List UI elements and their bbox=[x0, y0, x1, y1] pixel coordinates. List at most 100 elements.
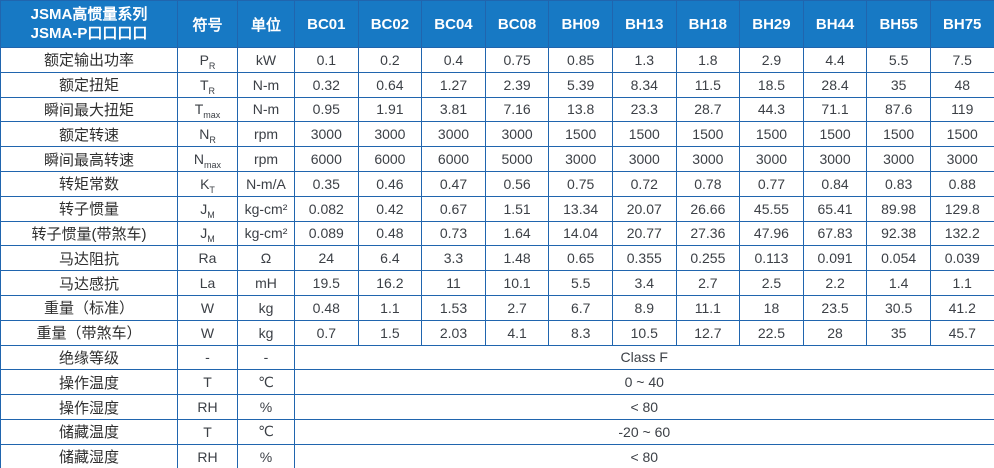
value-cell: 0.48 bbox=[294, 294, 359, 321]
row-label: 重量（标准） bbox=[0, 294, 178, 321]
col-header-model: BH18 bbox=[675, 0, 741, 48]
table-row: 马达阻抗 Ra Ω 24 6.4 3.3 1.48 0.65 0.355 0.255 0.113 0.… bbox=[0, 245, 994, 272]
symbol-main: W bbox=[200, 299, 215, 316]
row-unit: % bbox=[237, 394, 295, 420]
header-row: JSMA高惯量系列 JSMA-P口口口口 符号 单位 BC01 BC02 BC04 B… bbox=[0, 0, 994, 48]
table-title-line2: JSMA-P口口口口 bbox=[30, 25, 148, 42]
value-cell: 65.41 bbox=[802, 195, 868, 222]
value-cell: 4.4 bbox=[802, 47, 868, 73]
value-cell: 1500 bbox=[802, 121, 868, 148]
symbol-subscript: M bbox=[207, 234, 215, 245]
value-cell: 3000 bbox=[357, 121, 423, 148]
value-cell: 1.48 bbox=[484, 245, 550, 272]
value-cell: 18 bbox=[739, 294, 804, 321]
row-symbol: - bbox=[177, 344, 238, 371]
value-cell: 1500 bbox=[611, 121, 677, 148]
row-label: 额定转速 bbox=[0, 121, 178, 148]
value-cell: 0.355 bbox=[611, 245, 677, 272]
value-cell: 10.1 bbox=[484, 270, 550, 296]
value-cell: 0.42 bbox=[357, 195, 423, 222]
value-cell: 3000 bbox=[421, 121, 486, 148]
row-unit: kg-cm² bbox=[237, 220, 295, 247]
row-unit: kg bbox=[237, 294, 295, 321]
value-cell: 1.1 bbox=[929, 270, 994, 296]
value-cell: 13.8 bbox=[548, 96, 613, 123]
value-cell: 47.96 bbox=[739, 220, 804, 247]
row-unit: kW bbox=[237, 47, 295, 73]
value-cell: 0.35 bbox=[294, 170, 359, 197]
value-cell: 0.082 bbox=[294, 195, 359, 222]
value-cell: 92.38 bbox=[866, 220, 931, 247]
col-header-model: BH13 bbox=[611, 0, 677, 48]
symbol-main: J bbox=[200, 200, 208, 217]
value-cell: 3000 bbox=[484, 121, 550, 148]
value-cell: 7.5 bbox=[929, 47, 994, 73]
value-cell: 8.9 bbox=[611, 294, 677, 321]
value-cell: 0.054 bbox=[866, 245, 931, 272]
row-symbol: PR bbox=[177, 47, 238, 73]
symbol-main: N bbox=[193, 151, 205, 168]
value-cell: 2.39 bbox=[484, 71, 550, 98]
value-cell: 44.3 bbox=[739, 96, 804, 123]
value-cell: 0.47 bbox=[421, 170, 486, 197]
value-cell: 5000 bbox=[484, 146, 550, 172]
table-row: 瞬间最高转速 Nmax rpm 6000 6000 6000 5000 3000 3000 300… bbox=[0, 146, 994, 172]
value-cell: 87.6 bbox=[866, 96, 931, 123]
table-row: 操作温度 T ℃ 0 ~ 40 bbox=[0, 369, 994, 396]
symbol-main: RH bbox=[197, 399, 218, 416]
value-cell: 71.1 bbox=[802, 96, 868, 123]
value-cell: 0.255 bbox=[675, 245, 741, 272]
value-cell: 1500 bbox=[739, 121, 804, 148]
value-cell: 1500 bbox=[548, 121, 613, 148]
symbol-main: N bbox=[199, 126, 210, 143]
span-value-cell: < 80 bbox=[294, 443, 994, 468]
value-cell: 35 bbox=[866, 71, 931, 98]
row-symbol: W bbox=[177, 294, 238, 321]
row-label: 储藏温度 bbox=[0, 418, 178, 445]
row-label: 转子惯量(带煞车) bbox=[0, 220, 178, 247]
row-symbol: JM bbox=[177, 220, 238, 247]
value-cell: 119 bbox=[929, 96, 994, 123]
value-cell: 0.48 bbox=[357, 220, 423, 247]
col-header-model: BH09 bbox=[548, 0, 613, 48]
value-cell: 13.34 bbox=[548, 195, 613, 222]
value-cell: 2.7 bbox=[484, 294, 550, 321]
value-cell: 28.7 bbox=[675, 96, 741, 123]
value-cell: 1.1 bbox=[357, 294, 423, 321]
col-header-model: BC02 bbox=[357, 0, 423, 48]
value-cell: 0.113 bbox=[739, 245, 804, 272]
symbol-main: RH bbox=[197, 448, 218, 465]
value-cell: 1.51 bbox=[484, 195, 550, 222]
row-symbol: RH bbox=[177, 443, 238, 468]
value-cell: 12.7 bbox=[675, 319, 741, 346]
table-row: 额定输出功率 PR kW 0.1 0.2 0.4 0.75 0.85 1.3 1.8 2.9 4.4 5… bbox=[0, 47, 994, 73]
value-cell: 23.5 bbox=[802, 294, 868, 321]
row-label: 重量（带煞车） bbox=[0, 319, 178, 346]
value-cell: 3000 bbox=[675, 146, 741, 172]
table-row: 转子惯量 JM kg-cm² 0.082 0.42 0.67 1.51 13.34 20.07 2… bbox=[0, 195, 994, 222]
value-cell: 1.5 bbox=[357, 319, 423, 346]
value-cell: 45.7 bbox=[929, 319, 994, 346]
value-cell: 3000 bbox=[548, 146, 613, 172]
table-row: 额定转速 NR rpm 3000 3000 3000 3000 1500 1500 1500 150… bbox=[0, 121, 994, 148]
row-unit: rpm bbox=[237, 121, 295, 148]
value-cell: 3000 bbox=[802, 146, 868, 172]
value-cell: 0.67 bbox=[421, 195, 486, 222]
symbol-main: T bbox=[203, 374, 212, 391]
symbol-main: - bbox=[205, 349, 210, 366]
row-symbol: W bbox=[177, 319, 238, 346]
value-cell: 89.98 bbox=[866, 195, 931, 222]
value-cell: 6000 bbox=[357, 146, 423, 172]
symbol-main: P bbox=[199, 51, 209, 68]
row-unit: ℃ bbox=[237, 418, 295, 445]
span-value-cell: Class F bbox=[294, 344, 994, 371]
row-label: 额定扭矩 bbox=[0, 71, 178, 98]
row-unit: Ω bbox=[237, 245, 295, 272]
value-cell: 6000 bbox=[421, 146, 486, 172]
symbol-main: T bbox=[203, 423, 212, 440]
value-cell: 27.36 bbox=[675, 220, 741, 247]
value-cell: 28 bbox=[802, 319, 868, 346]
value-cell: 1500 bbox=[675, 121, 741, 148]
row-symbol: JM bbox=[177, 195, 238, 222]
